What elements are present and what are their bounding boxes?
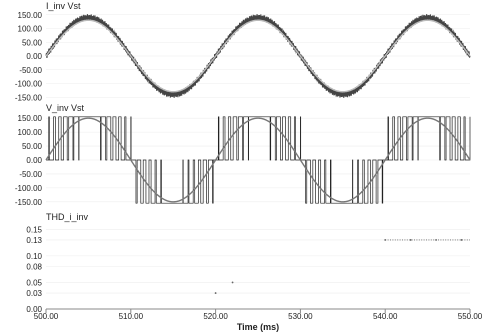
panel-current: I_inv Vst 150.00 100.00 50.00 0.00 -50.00 -10…	[15, 1, 471, 102]
panel-current-ytick-label: 50.00	[22, 38, 43, 47]
x-axis: 500.00 510.00 520.00 530.00 540.00 550.00 Tim…	[34, 308, 482, 332]
panel-current-ytick-label: -50.00	[19, 66, 42, 75]
panel-voltage-marks	[45, 116, 471, 204]
panel-current-ytick-label: -100.00	[15, 80, 43, 89]
panel-voltage-ytick-label: 50.00	[22, 142, 43, 151]
series-vst-line	[45, 117, 471, 203]
panel-voltage-ytick-label: -100.00	[15, 184, 43, 193]
x-axis-tick-label: 540.00	[373, 312, 398, 321]
panel-thd-ytick-label: 0.08	[26, 263, 42, 272]
panel-thd-ytick-label: 0.03	[26, 289, 42, 298]
panel-thd-ytick-label: 0.13	[26, 236, 42, 245]
panel-voltage-title: V_inv Vst	[46, 103, 85, 113]
panel-voltage-ytick-label: -150.00	[15, 198, 43, 207]
x-axis-tick-label: 510.00	[119, 312, 144, 321]
series-thd-i-inv-point	[409, 239, 412, 241]
panel-thd-ytick-label: 0.00	[26, 305, 42, 314]
series-i-inv-line	[45, 14, 471, 98]
panel-thd-title: THD_i_inv	[46, 212, 89, 222]
panel-voltage-ytick-label: 100.00	[18, 128, 43, 137]
series-v-inv-line	[46, 116, 471, 204]
panel-current-ytick-label: 100.00	[18, 25, 43, 34]
series-thd-i-inv-point	[460, 239, 463, 241]
panel-current-ytick-label: 150.00	[18, 11, 43, 20]
panel-current-title: I_inv Vst	[46, 1, 81, 11]
panel-current-ytick-label: 0.00	[26, 52, 42, 61]
series-thd-i-inv-point	[214, 292, 217, 294]
panel-thd-marks	[214, 239, 470, 294]
panel-thd-ytick-label: 0.15	[26, 225, 42, 234]
panel-current-ytick-label: -150.00	[15, 93, 43, 102]
panel-current-marks	[45, 14, 471, 98]
panel-voltage-ytick-label: 0.00	[26, 156, 42, 165]
panel-thd-ytick-label: 0.10	[26, 252, 42, 261]
x-axis-tick-label: 500.00	[34, 312, 59, 321]
panel-thd-ytick-label: 0.05	[26, 278, 42, 287]
panel-voltage: V_inv Vst 150.00 100.00 50.00 0.00 -50.00 -10…	[15, 103, 471, 207]
panel-voltage-ytick-label: 150.00	[18, 114, 43, 123]
series-thd-i-inv-point	[231, 281, 234, 284]
series-vst-line	[45, 19, 471, 93]
x-axis-tick-label: 520.00	[203, 312, 228, 321]
x-axis-tick-label: 530.00	[288, 312, 313, 321]
x-axis-ticks: 500.00 510.00 520.00 530.00 540.00 550.00	[34, 309, 482, 321]
x-axis-tick-label: 550.00	[458, 312, 482, 321]
panel-voltage-ytick-label: -50.00	[19, 170, 42, 179]
panel-current-yticks: 150.00 100.00 50.00 0.00 -50.00 -100.00 -150.0…	[15, 11, 470, 102]
x-axis-label: Time (ms)	[237, 322, 279, 332]
